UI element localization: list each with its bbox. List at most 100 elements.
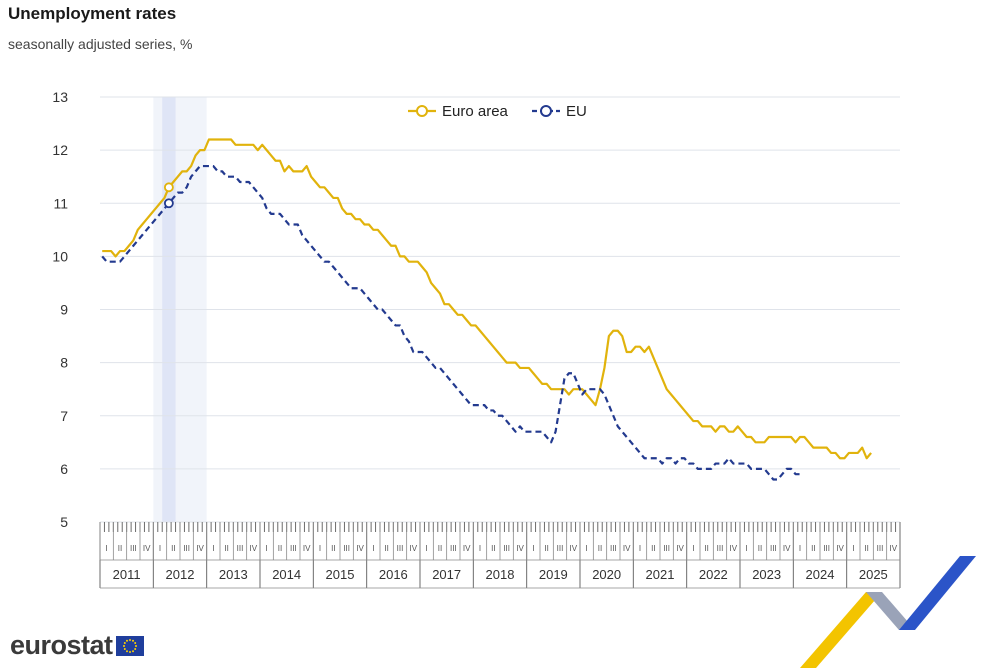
series-point-euro-area [163,182,174,193]
eurostat-logo: eurostat [10,630,144,661]
quarter-label: IV [410,544,418,553]
x-year-label: 2015 [326,567,355,582]
y-tick-label: 8 [60,355,68,371]
chart-subtitle: seasonally adjusted series, % [8,36,193,52]
quarter-label: IV [890,544,898,553]
legend-label: EU [566,103,587,120]
quarter-label: IV [143,544,151,553]
quarter-label: II [331,544,335,553]
quarter-label: IV [623,544,631,553]
x-year-label: 2011 [113,567,141,582]
y-tick-label: 6 [60,461,68,477]
y-tick-label: 9 [60,302,68,318]
quarter-label: III [823,544,830,553]
legend-marker-icon [540,105,552,117]
deco-yellow-stroke [800,592,882,668]
quarter-label: III [237,544,244,553]
x-year-label: 2014 [272,567,301,582]
quarter-label: IV [303,544,311,553]
quarter-label: II [224,544,228,553]
y-tick-label: 12 [52,142,68,158]
quarter-label: IV [676,544,684,553]
quarter-label: I [266,544,268,553]
legend-marker-icon [416,105,428,117]
quarter-label: I [159,544,161,553]
quarter-label: II [864,544,868,553]
quarter-label: I [746,544,748,553]
series-point-eu [163,198,174,209]
quarter-label: I [319,544,321,553]
quarter-label: I [799,544,801,553]
quarter-label: II [651,544,655,553]
quarter-label: II [544,544,548,553]
quarter-label: II [758,544,762,553]
quarter-label: I [212,544,214,553]
quarter-label: III [397,544,404,553]
x-year-label: 2019 [539,567,568,582]
quarter-label: III [503,544,510,553]
quarter-label: I [106,544,108,553]
quarter-label: I [639,544,641,553]
quarter-label: III [610,544,617,553]
deco-blue-stroke [899,556,976,630]
deco-grey-stroke [866,592,915,630]
quarter-label: IV [783,544,791,553]
quarter-label: III [343,544,350,553]
quarter-label: IV [836,544,844,553]
chart-title: Unemployment rates [8,4,177,23]
quarter-label: I [426,544,428,553]
quarter-label: III [450,544,457,553]
quarter-label: IV [196,544,204,553]
y-tick-label: 5 [60,514,68,530]
x-year-label: 2022 [699,567,728,582]
x-year-label: 2013 [219,567,248,582]
quarter-label: I [372,544,374,553]
quarter-label: IV [250,544,258,553]
quarter-label: III [877,544,884,553]
quarter-label: III [663,544,670,553]
quarter-label: I [532,544,534,553]
x-year-label: 2025 [859,567,888,582]
x-year-label: 2020 [592,567,621,582]
quarter-label: III [290,544,297,553]
quarter-label: IV [463,544,471,553]
quarter-label: II [704,544,708,553]
quarter-label: III [770,544,777,553]
quarter-label: III [717,544,724,553]
quarter-label: II [811,544,815,553]
x-year-label: 2012 [166,567,195,582]
x-year-label: 2024 [806,567,835,582]
quarter-label: I [479,544,481,553]
quarter-label: III [183,544,190,553]
series-line-eu [101,164,800,481]
quarter-label: IV [356,544,364,553]
quarter-label: II [118,544,122,553]
y-tick-label: 13 [52,89,68,105]
quarter-label: IV [516,544,524,553]
x-year-label: 2017 [432,567,461,582]
x-year-label: 2023 [752,567,781,582]
x-year-label: 2021 [646,567,675,582]
legend-label: Euro area [442,103,509,120]
logo-text: eurostat [10,630,113,660]
quarter-label: III [557,544,564,553]
y-tick-label: 10 [52,248,68,264]
quarter-label: III [130,544,137,553]
eu-flag-icon [115,635,144,656]
quarter-label: II [598,544,602,553]
quarter-label: IV [730,544,738,553]
quarter-label: II [171,544,175,553]
quarter-label: II [384,544,388,553]
y-tick-label: 7 [60,408,68,424]
quarter-label: I [852,544,854,553]
quarter-label: II [438,544,442,553]
quarter-label: IV [570,544,578,553]
x-year-label: 2016 [379,567,408,582]
quarter-label: II [278,544,282,553]
quarter-label: I [692,544,694,553]
x-year-label: 2018 [486,567,515,582]
quarter-label: II [491,544,495,553]
y-tick-label: 11 [53,195,68,211]
series-line-euro-area [102,138,872,460]
